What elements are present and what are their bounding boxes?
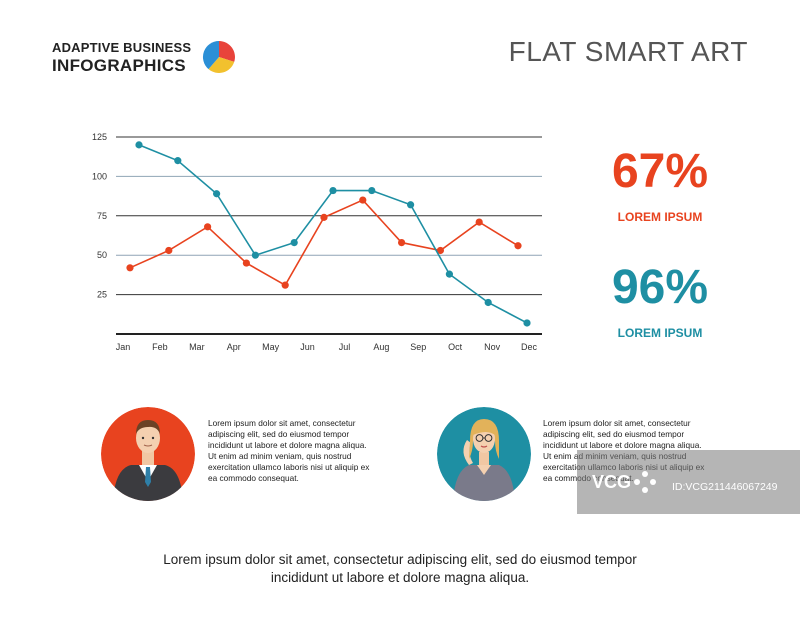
watermark-text: ID:VCG211446067249 (672, 481, 778, 493)
y-tick-label: 125 (92, 132, 107, 142)
footer-line-1: Lorem ipsum dolor sit amet, consectetur … (163, 552, 637, 567)
businessman-description: Lorem ipsum dolor sit amet, consectetur … (208, 418, 370, 483)
y-tick-label: 50 (97, 250, 107, 260)
watermark-logo-icon: VCG (592, 471, 656, 493)
stat-value-2: 96% (611, 261, 709, 314)
data-point-teal (523, 319, 531, 327)
data-point-teal (484, 298, 492, 307)
businesswoman-icon (437, 407, 531, 501)
data-point-teal (407, 201, 415, 209)
data-point-red (281, 281, 289, 289)
data-point-teal (213, 190, 221, 198)
data-point-red (514, 242, 522, 250)
x-tick-label: Dec (521, 342, 538, 352)
brand-line-1: ADAPTIVE BUSINESS (52, 40, 192, 55)
series-line-red (129, 199, 519, 287)
businessman-icon (101, 407, 195, 501)
brand-line-2: INFOGRAPHICS (52, 56, 186, 75)
footer-text: Lorem ipsum dolor sit amet, consectetur … (100, 551, 700, 587)
data-point-red (126, 264, 134, 272)
x-tick-label: Jan (116, 342, 131, 352)
footer-line-2: incididunt ut labore et dolore magna ali… (270, 570, 530, 585)
data-point-teal (329, 186, 337, 195)
brand-block: ADAPTIVE BUSINESS INFOGRAPHICS (52, 40, 191, 76)
data-point-teal (290, 238, 298, 247)
stat-label-1: LOREM IPSUM (617, 210, 703, 224)
watermark-brand: VCG (592, 472, 631, 492)
watermark-band (577, 450, 800, 514)
data-point-teal (368, 186, 376, 195)
data-point-red (320, 213, 328, 221)
data-point-red (359, 196, 367, 204)
data-point-red (242, 259, 250, 267)
x-tick-label: Aug (373, 342, 389, 352)
x-tick-label: Apr (227, 342, 241, 352)
businessman-avatar (101, 407, 195, 501)
x-tick-label: Jul (339, 342, 351, 352)
x-tick-label: Mar (189, 342, 205, 352)
y-tick-label: 75 (97, 211, 107, 221)
data-point-teal (445, 270, 453, 278)
businesswoman-avatar (437, 407, 531, 501)
stat-value-1: 67% (611, 145, 709, 198)
x-tick-label: Oct (448, 342, 463, 352)
page-title: FLAT SMART ART (508, 36, 748, 67)
data-point-red (436, 246, 444, 255)
pie-chart-icon (202, 40, 235, 74)
y-tick-label: 100 (92, 171, 107, 181)
data-point-teal (251, 251, 259, 259)
x-tick-label: Feb (152, 342, 168, 352)
x-tick-label: Nov (484, 342, 501, 352)
data-point-red (398, 238, 406, 247)
data-point-red (165, 246, 173, 255)
x-tick-label: May (262, 342, 280, 352)
data-point-teal (174, 157, 182, 165)
stat-block-2: 96% LOREM IPSUM (600, 261, 720, 341)
x-tick-label: Sep (410, 342, 426, 352)
y-tick-label: 25 (97, 290, 107, 300)
data-point-red (204, 223, 212, 231)
x-tick-label: Jun (300, 342, 315, 352)
data-point-red (475, 218, 483, 226)
data-point-teal (135, 141, 143, 149)
stat-block-1: 67% LOREM IPSUM (600, 145, 720, 225)
stat-label-2: LOREM IPSUM (617, 326, 703, 340)
